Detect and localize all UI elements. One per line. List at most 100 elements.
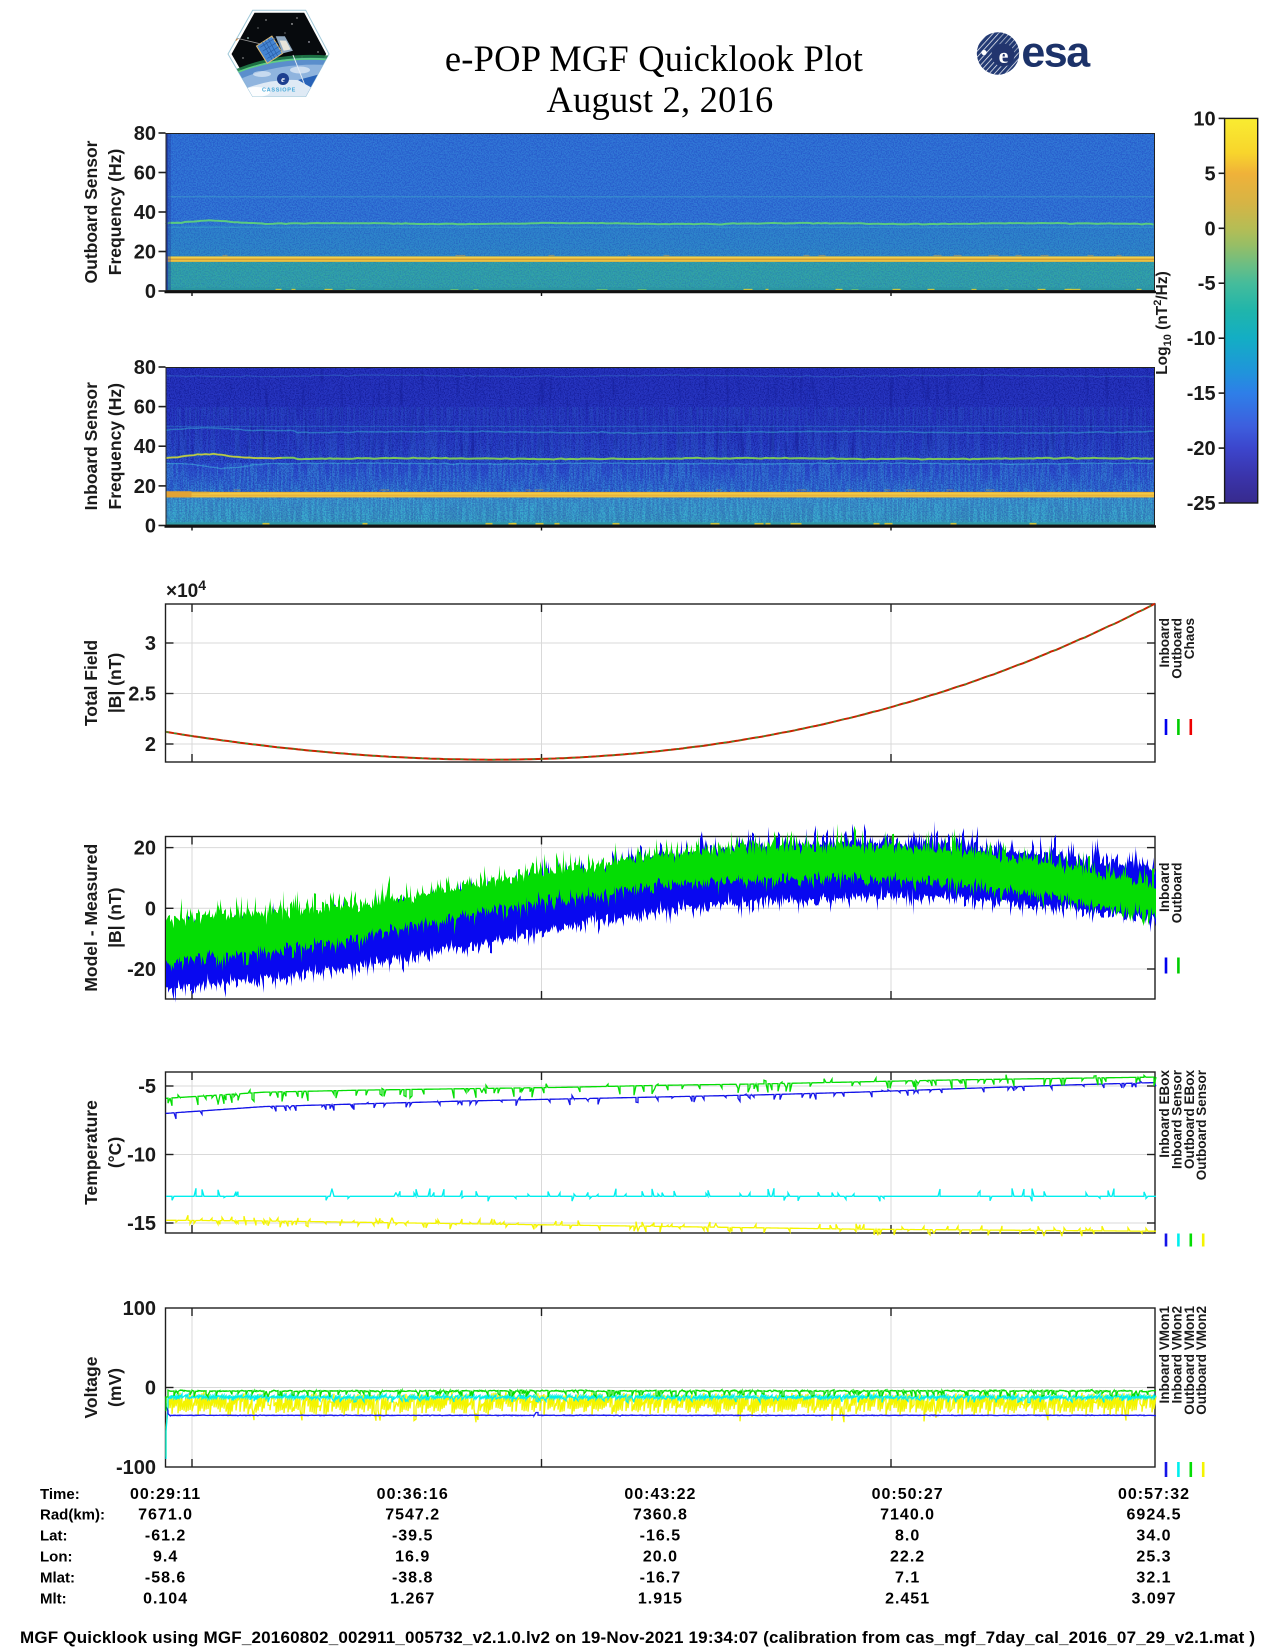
svg-text:Outboard Sensor: Outboard Sensor <box>1194 1069 1209 1180</box>
svg-text:-16.7: -16.7 <box>640 1570 681 1587</box>
svg-text:Inboard VMon1: Inboard VMon1 <box>1157 1306 1172 1404</box>
svg-text:×104: ×104 <box>166 577 206 602</box>
svg-text:-16.5: -16.5 <box>640 1528 681 1545</box>
svg-text:Frequency (Hz): Frequency (Hz) <box>105 149 125 275</box>
svg-text:60: 60 <box>134 163 156 185</box>
svg-text:-10: -10 <box>127 1145 156 1167</box>
svg-text:0: 0 <box>1204 218 1215 240</box>
svg-text:7140.0: 7140.0 <box>880 1507 935 1524</box>
svg-text:MGF Quicklook using MGF_201608: MGF Quicklook using MGF_20160802_002911_… <box>20 1628 1255 1647</box>
svg-text:-61.2: -61.2 <box>145 1528 186 1545</box>
svg-text:7.1: 7.1 <box>895 1570 920 1587</box>
svg-text:Frequency (Hz): Frequency (Hz) <box>105 383 125 509</box>
svg-text:(°C): (°C) <box>105 1137 125 1168</box>
svg-text:-58.6: -58.6 <box>145 1570 186 1587</box>
svg-text:2.5: 2.5 <box>128 684 156 706</box>
svg-text:0: 0 <box>145 281 156 303</box>
svg-text:Outboard: Outboard <box>1169 618 1184 679</box>
svg-text:1.267: 1.267 <box>390 1591 435 1608</box>
svg-text:Time:: Time: <box>40 1486 80 1503</box>
svg-text:10: 10 <box>1193 108 1215 130</box>
svg-text:32.1: 32.1 <box>1136 1570 1171 1587</box>
svg-text:Voltage: Voltage <box>81 1356 101 1418</box>
svg-text:7360.8: 7360.8 <box>633 1507 688 1524</box>
svg-text:Inboard EBox: Inboard EBox <box>1157 1070 1172 1158</box>
svg-text:16.9: 16.9 <box>395 1549 430 1566</box>
svg-text:Outboard VMon2: Outboard VMon2 <box>1194 1306 1209 1415</box>
svg-text:Inboard: Inboard <box>1157 618 1172 668</box>
svg-text:(mV): (mV) <box>105 1368 125 1407</box>
svg-text:7671.0: 7671.0 <box>138 1507 193 1524</box>
svg-text:-5: -5 <box>1198 273 1216 295</box>
svg-text:80: 80 <box>134 123 156 145</box>
svg-text:Log10 (nT2/Hz): Log10 (nT2/Hz) <box>1152 271 1174 375</box>
svg-text:00:43:22: 00:43:22 <box>624 1486 696 1503</box>
svg-text:-39.5: -39.5 <box>392 1528 433 1545</box>
svg-text:-20: -20 <box>1187 438 1216 460</box>
svg-text:Outboard VMon1: Outboard VMon1 <box>1182 1306 1197 1415</box>
svg-text:00:29:11: 00:29:11 <box>130 1486 201 1503</box>
svg-text:20: 20 <box>134 476 156 498</box>
svg-text:0: 0 <box>145 516 156 538</box>
svg-text:40: 40 <box>134 202 156 224</box>
svg-text:20.0: 20.0 <box>643 1549 678 1566</box>
svg-text:-15: -15 <box>127 1213 156 1235</box>
svg-text:3: 3 <box>145 633 156 655</box>
svg-text:5: 5 <box>1204 163 1215 185</box>
svg-text:|B| (nT): |B| (nT) <box>105 653 125 713</box>
svg-text:22.2: 22.2 <box>890 1549 925 1566</box>
svg-text:Outboard EBox: Outboard EBox <box>1182 1070 1197 1169</box>
svg-text:-25: -25 <box>1187 493 1216 515</box>
svg-text:40: 40 <box>134 436 156 458</box>
svg-text:-15: -15 <box>1187 383 1216 405</box>
svg-text:Lat:: Lat: <box>40 1528 68 1545</box>
svg-text:e-POP MGF Quicklook Plot: e-POP MGF Quicklook Plot <box>445 38 863 79</box>
svg-text:esa: esa <box>1021 29 1091 77</box>
svg-text:Mlat:: Mlat: <box>40 1570 75 1587</box>
svg-text:-100: -100 <box>116 1457 156 1479</box>
svg-text:00:36:16: 00:36:16 <box>377 1486 449 1503</box>
svg-text:00:50:27: 00:50:27 <box>872 1486 944 1503</box>
svg-text:-38.8: -38.8 <box>392 1570 433 1587</box>
svg-text:Inboard Sensor: Inboard Sensor <box>1169 1069 1184 1169</box>
svg-text:2: 2 <box>145 734 156 756</box>
svg-text:0: 0 <box>145 1378 156 1400</box>
svg-text:Inboard: Inboard <box>1157 863 1172 913</box>
svg-text:25.3: 25.3 <box>1136 1549 1171 1566</box>
svg-text:August 2, 2016: August 2, 2016 <box>547 79 774 120</box>
svg-text:Model - Measured: Model - Measured <box>81 844 101 992</box>
svg-text:3.097: 3.097 <box>1131 1591 1176 1608</box>
svg-text:9.4: 9.4 <box>153 1549 178 1566</box>
svg-text:Inboard VMon2: Inboard VMon2 <box>1169 1306 1184 1404</box>
svg-text:Rad(km):: Rad(km): <box>40 1507 105 1524</box>
svg-text:-20: -20 <box>127 959 156 981</box>
svg-text:00:57:32: 00:57:32 <box>1118 1486 1190 1503</box>
svg-text:0.104: 0.104 <box>143 1591 188 1608</box>
svg-text:e: e <box>281 74 285 84</box>
svg-text:8.0: 8.0 <box>895 1528 920 1545</box>
svg-text:Total Field: Total Field <box>81 640 101 726</box>
svg-text:Temperature: Temperature <box>81 1100 101 1205</box>
svg-text:6924.5: 6924.5 <box>1127 1507 1182 1524</box>
svg-text:2.451: 2.451 <box>885 1591 930 1608</box>
svg-text:Outboard Sensor: Outboard Sensor <box>81 140 101 283</box>
svg-text:Lon:: Lon: <box>40 1549 72 1566</box>
svg-text:1.915: 1.915 <box>638 1591 683 1608</box>
svg-text:Mlt:: Mlt: <box>40 1591 67 1608</box>
svg-text:0: 0 <box>145 898 156 920</box>
svg-text:20: 20 <box>134 838 156 860</box>
svg-text:7547.2: 7547.2 <box>385 1507 440 1524</box>
svg-text:Inboard Sensor: Inboard Sensor <box>81 382 101 511</box>
svg-text:-10: -10 <box>1187 328 1216 350</box>
svg-text:-5: -5 <box>138 1076 156 1098</box>
svg-text:e: e <box>999 43 1009 68</box>
svg-text:CASSIOPE: CASSIOPE <box>262 88 296 94</box>
svg-text:80: 80 <box>134 357 156 379</box>
svg-text:Outboard: Outboard <box>1169 863 1184 924</box>
svg-text:20: 20 <box>134 242 156 264</box>
svg-text:60: 60 <box>134 397 156 419</box>
svg-text:100: 100 <box>123 1298 156 1320</box>
svg-text:Chaos: Chaos <box>1182 618 1197 659</box>
svg-text:|B| (nT): |B| (nT) <box>105 888 125 948</box>
svg-text:34.0: 34.0 <box>1136 1528 1171 1545</box>
